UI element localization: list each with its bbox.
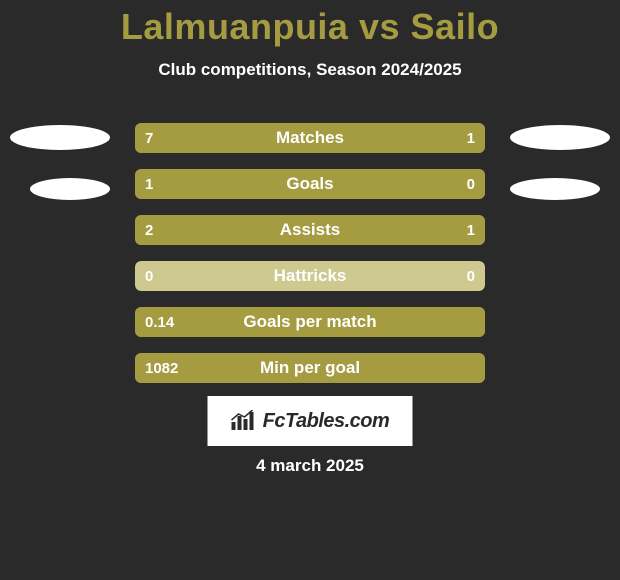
player-right-avatar-1 (510, 125, 610, 150)
stat-bar-left-fill (135, 123, 401, 153)
stat-row: Matches71 (135, 123, 485, 153)
title-left: Lalmuanpuia (121, 6, 349, 47)
title-right: Sailo (411, 6, 500, 47)
stat-row: Goals per match0.14 (135, 307, 485, 337)
page-title: Lalmuanpuia vs Sailo (0, 0, 620, 48)
chart-icon (231, 410, 257, 432)
stat-bar-left-fill (135, 307, 485, 337)
comparison-card: Lalmuanpuia vs Sailo Club competitions, … (0, 0, 620, 580)
player-left-avatar-1 (10, 125, 110, 150)
date-line: 4 march 2025 (0, 456, 620, 476)
stat-row: Assists21 (135, 215, 485, 245)
logo-text: FcTables.com (263, 410, 390, 433)
stat-bar-bg (135, 261, 485, 291)
stat-bar-right-fill (401, 123, 485, 153)
title-vs: vs (359, 6, 400, 47)
player-left-avatar-2 (30, 178, 110, 200)
stat-row: Hattricks00 (135, 261, 485, 291)
stats-list: Matches71 Goals10 Assists21 Hattricks00 Goal… (135, 123, 485, 399)
stat-row: Min per goal1082 (135, 353, 485, 383)
player-right-avatar-2 (510, 178, 600, 200)
stat-row: Goals10 (135, 169, 485, 199)
source-logo: FcTables.com (208, 396, 413, 446)
stat-bar-left-fill (135, 353, 485, 383)
subtitle: Club competitions, Season 2024/2025 (0, 60, 620, 80)
stat-bar-left-fill (135, 215, 370, 245)
stat-bar-right-fill (370, 215, 486, 245)
stat-bar-left-fill (135, 169, 485, 199)
